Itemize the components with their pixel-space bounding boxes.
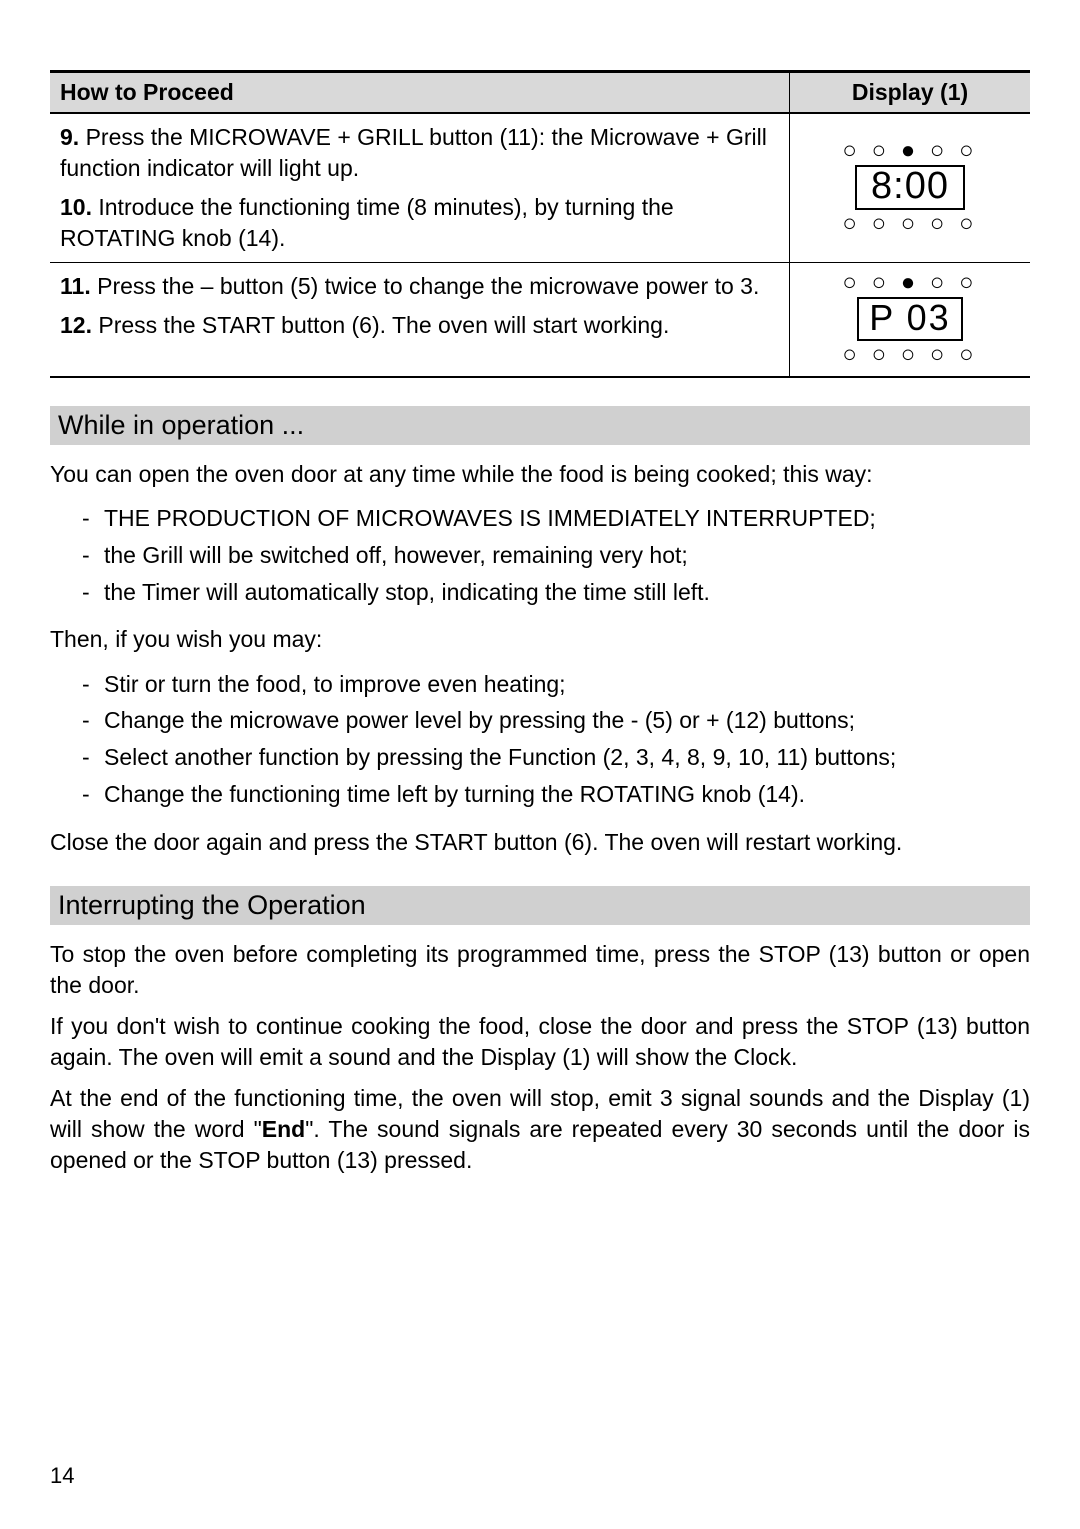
steps-cell: 9. Press the MICROWAVE + GRILL button (1… [50, 113, 790, 263]
step-number: 12. [60, 312, 92, 338]
step-text: Press the MICROWAVE + GRILL button (11):… [60, 124, 767, 181]
indicator-bottom-circles: ○ ○ ○ ○ ○ [842, 341, 977, 369]
list-item: Select another function by pressing the … [104, 739, 1030, 776]
list-item: the Timer will automatically stop, indic… [104, 574, 1030, 611]
interrupt-p2: If you don't wish to continue cooking th… [50, 1011, 1030, 1073]
intro-paragraph: You can open the oven door at any time w… [50, 459, 1030, 490]
table-row: 9. Press the MICROWAVE + GRILL button (1… [50, 113, 1030, 263]
col-header-procedure: How to Proceed [50, 72, 790, 114]
display-indicator: ○ ○ ● ○ ○ 8:00 ○ ○ ○ ○ ○ [842, 137, 977, 238]
step-text: Press the – button (5) twice to change t… [97, 273, 759, 299]
indicator-bottom-circles: ○ ○ ○ ○ ○ [842, 210, 977, 238]
bullet-list-b: Stir or turn the food, to improve even h… [50, 666, 1030, 813]
table-row: 11. Press the – button (5) twice to chan… [50, 263, 1030, 377]
section-heading-interrupt: Interrupting the Operation [50, 886, 1030, 925]
page-number: 14 [50, 1463, 74, 1489]
display-readout: 8:00 [855, 165, 965, 210]
closing-paragraph: Close the door again and press the START… [50, 827, 1030, 858]
col-header-display: Display (1) [790, 72, 1031, 114]
table-header-row: How to Proceed Display (1) [50, 72, 1030, 114]
indicator-top-circles: ○ ○ ● ○ ○ [842, 137, 977, 165]
then-line: Then, if you wish you may: [50, 624, 1030, 655]
interrupt-p1: To stop the oven before completing its p… [50, 939, 1030, 1001]
list-item: the Grill will be switched off, however,… [104, 537, 1030, 574]
procedure-table: How to Proceed Display (1) 9. Press the … [50, 70, 1030, 378]
display-readout: P 03 [857, 297, 962, 341]
list-item: THE PRODUCTION OF MICROWAVES IS IMMEDIAT… [104, 500, 1030, 537]
manual-page: How to Proceed Display (1) 9. Press the … [0, 0, 1080, 1529]
display-indicator: ○ ○ ● ○ ○ P 03 ○ ○ ○ ○ ○ [842, 269, 977, 369]
list-item: Stir or turn the food, to improve even h… [104, 666, 1030, 703]
section-heading-operation: While in operation ... [50, 406, 1030, 445]
bullet-list-a: THE PRODUCTION OF MICROWAVES IS IMMEDIAT… [50, 500, 1030, 610]
interrupt-p3: At the end of the functioning time, the … [50, 1083, 1030, 1176]
step-number: 9. [60, 124, 79, 150]
list-item: Change the microwave power level by pres… [104, 702, 1030, 739]
list-item: Change the functioning time left by turn… [104, 776, 1030, 813]
step-text: Introduce the functioning time (8 minute… [60, 194, 674, 251]
steps-cell: 11. Press the – button (5) twice to chan… [50, 263, 790, 377]
step-number: 11. [60, 273, 91, 299]
end-word: End [262, 1116, 305, 1142]
indicator-top-circles: ○ ○ ● ○ ○ [842, 269, 977, 297]
display-cell: ○ ○ ● ○ ○ 8:00 ○ ○ ○ ○ ○ [790, 113, 1031, 263]
step-number: 10. [60, 194, 92, 220]
step-text: Press the START button (6). The oven wil… [98, 312, 669, 338]
display-cell: ○ ○ ● ○ ○ P 03 ○ ○ ○ ○ ○ [790, 263, 1031, 377]
